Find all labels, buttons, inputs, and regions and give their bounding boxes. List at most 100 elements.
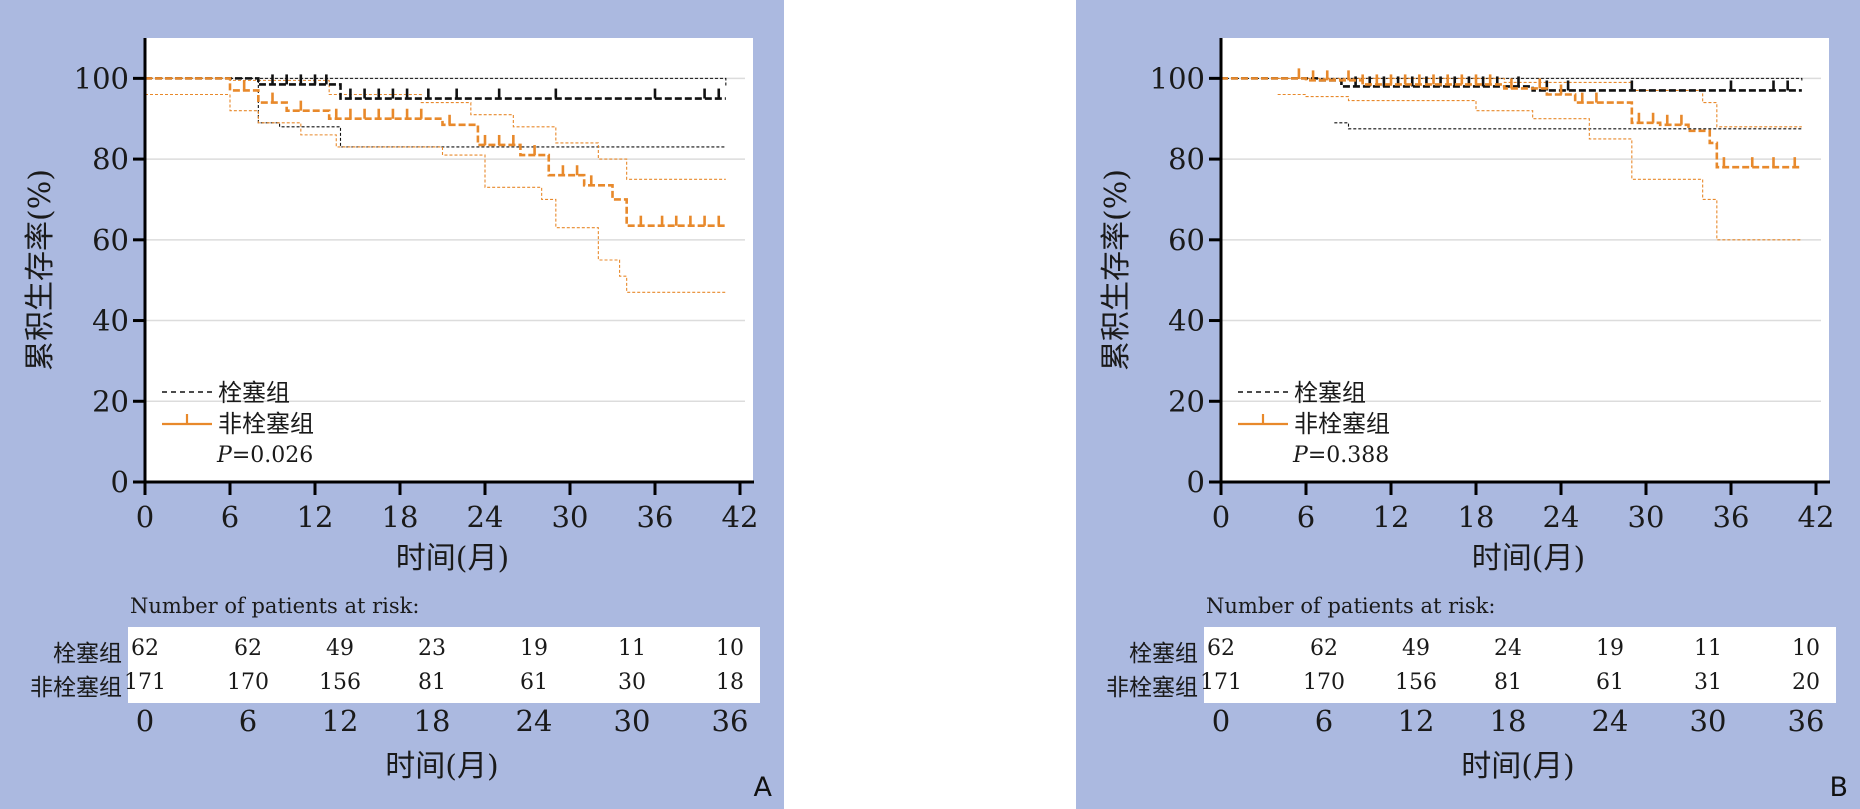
x-axis-title: 时间(月) bbox=[396, 541, 509, 576]
x-tick-label: 0 bbox=[1212, 500, 1230, 534]
risk-time-tick: 6 bbox=[1314, 704, 1334, 738]
y-tick-label: 20 bbox=[92, 384, 129, 418]
risk-cell: 30 bbox=[618, 670, 646, 695]
x-tick-label: 42 bbox=[722, 500, 759, 534]
legend-label-non-embolism: 非栓塞组 bbox=[1294, 410, 1390, 438]
p-value-number: =0.388 bbox=[1308, 443, 1389, 468]
km-plot-b: 0 20 40 60 80 100 0 6 12 18 24 30 36 42 时间(月) 累积生存率(%) 栓… bbox=[1099, 38, 1835, 576]
plot-area bbox=[145, 38, 753, 482]
survival-curve-embolism bbox=[1221, 77, 1802, 92]
x-tick-label: 12 bbox=[297, 500, 334, 534]
risk-cell: 49 bbox=[326, 636, 354, 661]
risk-time-tick: 0 bbox=[1211, 704, 1231, 738]
chart-panel-b: 0 20 40 60 80 100 0 6 12 18 24 30 36 42 时间(月) 累积生存率(%) 栓… bbox=[1076, 0, 1860, 809]
panel-label: B bbox=[1829, 772, 1848, 803]
risk-time-tick: 30 bbox=[1689, 704, 1727, 738]
y-tick-label: 100 bbox=[1150, 61, 1205, 95]
risk-cell: 19 bbox=[1596, 636, 1624, 661]
risk-cell: 62 bbox=[131, 636, 159, 661]
panel-label: A bbox=[753, 772, 772, 803]
risk-cell: 11 bbox=[618, 636, 646, 661]
km-plot-a: 0 20 40 60 80 100 0 6 12 18 24 30 36 42 时间(月) 累积生存率(%) 栓… bbox=[23, 38, 759, 576]
risk-time-tick: 0 bbox=[135, 704, 155, 738]
legend-label-embolism: 栓塞组 bbox=[1294, 379, 1366, 407]
risk-cell: 170 bbox=[1303, 670, 1345, 695]
x-tick-label: 36 bbox=[637, 500, 674, 534]
risk-time-tick: 6 bbox=[238, 704, 258, 738]
ci-lower-non-embolism bbox=[145, 93, 726, 293]
risk-cell: 156 bbox=[1395, 670, 1437, 695]
y-tick-label: 60 bbox=[1168, 223, 1205, 257]
y-axis-title: 累积生存率(%) bbox=[1099, 169, 1134, 371]
risk-cell: 20 bbox=[1792, 670, 1820, 695]
y-tick-label: 80 bbox=[1168, 142, 1205, 176]
risk-cell: 24 bbox=[1494, 636, 1522, 661]
risk-row-label-non-embolism: 非栓塞组 bbox=[1106, 675, 1198, 701]
ci-upper-non-embolism bbox=[1277, 77, 1802, 128]
risk-cell: 81 bbox=[1494, 670, 1522, 695]
risk-cell: 62 bbox=[1207, 636, 1235, 661]
y-axis-title: 累积生存率(%) bbox=[23, 169, 58, 371]
x-tick-label: 12 bbox=[1373, 500, 1410, 534]
risk-cell: 62 bbox=[1310, 636, 1338, 661]
x-tick-label: 6 bbox=[1297, 500, 1315, 534]
risk-cell: 10 bbox=[1792, 636, 1820, 661]
risk-row-label-non-embolism: 非栓塞组 bbox=[30, 675, 122, 701]
risk-time-tick: 30 bbox=[613, 704, 651, 738]
x-tick-label: 30 bbox=[1628, 500, 1665, 534]
x-tick-label: 24 bbox=[467, 500, 504, 534]
ci-lower-embolism bbox=[1334, 122, 1802, 130]
y-tick-label: 20 bbox=[1168, 384, 1205, 418]
risk-time-tick: 36 bbox=[711, 704, 749, 738]
risk-cell: 23 bbox=[418, 636, 446, 661]
risk-cell: 10 bbox=[716, 636, 744, 661]
x-tick-label: 30 bbox=[552, 500, 589, 534]
risk-cell: 49 bbox=[1402, 636, 1430, 661]
risk-cell: 171 bbox=[124, 670, 166, 695]
risk-time-tick: 18 bbox=[1489, 704, 1527, 738]
risk-time-tick: 12 bbox=[1397, 704, 1435, 738]
y-tick-label: 40 bbox=[1168, 304, 1205, 338]
x-tick-label: 6 bbox=[221, 500, 239, 534]
x-tick-label: 0 bbox=[136, 500, 154, 534]
survival-curve-embolism bbox=[145, 77, 726, 100]
p-value: P=0.388 bbox=[1292, 443, 1389, 468]
ci-upper-embolism bbox=[145, 77, 727, 87]
p-value-number: =0.026 bbox=[232, 443, 313, 468]
risk-time-tick: 24 bbox=[515, 704, 553, 738]
risk-cell: 171 bbox=[1200, 670, 1242, 695]
ci-lower-embolism bbox=[145, 77, 726, 148]
risk-time-tick: 24 bbox=[1591, 704, 1629, 738]
legend-label-non-embolism: 非栓塞组 bbox=[218, 410, 314, 438]
risk-table-box bbox=[1204, 627, 1836, 703]
y-tick-label: 0 bbox=[1187, 465, 1205, 499]
risk-table-title: Number of patients at risk: bbox=[130, 594, 420, 618]
risk-cell: 156 bbox=[319, 670, 361, 695]
ci-lower-non-embolism bbox=[1277, 93, 1802, 241]
y-tick-label: 40 bbox=[92, 304, 129, 338]
x-tick-label: 18 bbox=[1458, 500, 1495, 534]
risk-row-label-embolism: 栓塞组 bbox=[1129, 641, 1198, 667]
x-tick-label: 42 bbox=[1798, 500, 1835, 534]
risk-table-title: Number of patients at risk: bbox=[1206, 594, 1496, 618]
y-tick-label: 60 bbox=[92, 223, 129, 257]
y-tick-label: 0 bbox=[111, 465, 129, 499]
risk-table-xlabel: 时间(月) bbox=[1461, 749, 1575, 784]
risk-cell: 62 bbox=[234, 636, 262, 661]
risk-time-tick: 12 bbox=[321, 704, 359, 738]
risk-cell: 170 bbox=[227, 670, 269, 695]
legend-label-embolism: 栓塞组 bbox=[218, 379, 290, 407]
risk-cell: 61 bbox=[520, 670, 548, 695]
ci-upper-embolism bbox=[1221, 77, 1803, 83]
risk-row-label-embolism: 栓塞组 bbox=[53, 641, 122, 667]
x-tick-label: 36 bbox=[1713, 500, 1750, 534]
risk-time-tick: 36 bbox=[1787, 704, 1825, 738]
p-value-letter: P bbox=[1292, 443, 1309, 468]
x-tick-label: 18 bbox=[382, 500, 419, 534]
y-tick-label: 80 bbox=[92, 142, 129, 176]
p-value-letter: P bbox=[216, 443, 233, 468]
risk-cell: 11 bbox=[1694, 636, 1722, 661]
risk-cell: 18 bbox=[716, 670, 744, 695]
risk-cell: 61 bbox=[1596, 670, 1624, 695]
y-tick-label: 100 bbox=[74, 61, 129, 95]
